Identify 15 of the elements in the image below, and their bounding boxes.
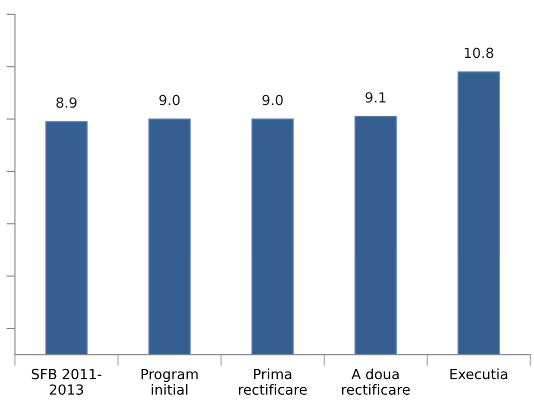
x-tick-label: SFB 2011- 2013 [32,368,102,395]
data-label: 8.9 [56,97,77,108]
data-label: 9.1 [366,92,386,103]
bar [251,118,294,355]
data-label: 9.0 [262,94,283,106]
x-tick-label: A doua rectificare [342,368,410,395]
x-tick-label: Executia [450,368,508,380]
data-label: 9.0 [159,94,180,106]
x-tick-label: Program initial [142,368,198,395]
bar [354,116,397,355]
bar [458,71,500,355]
bar [148,118,191,355]
x-tick-label: Prima rectificare [239,368,307,395]
data-label: 10.8 [464,48,494,58]
bar [45,121,88,355]
